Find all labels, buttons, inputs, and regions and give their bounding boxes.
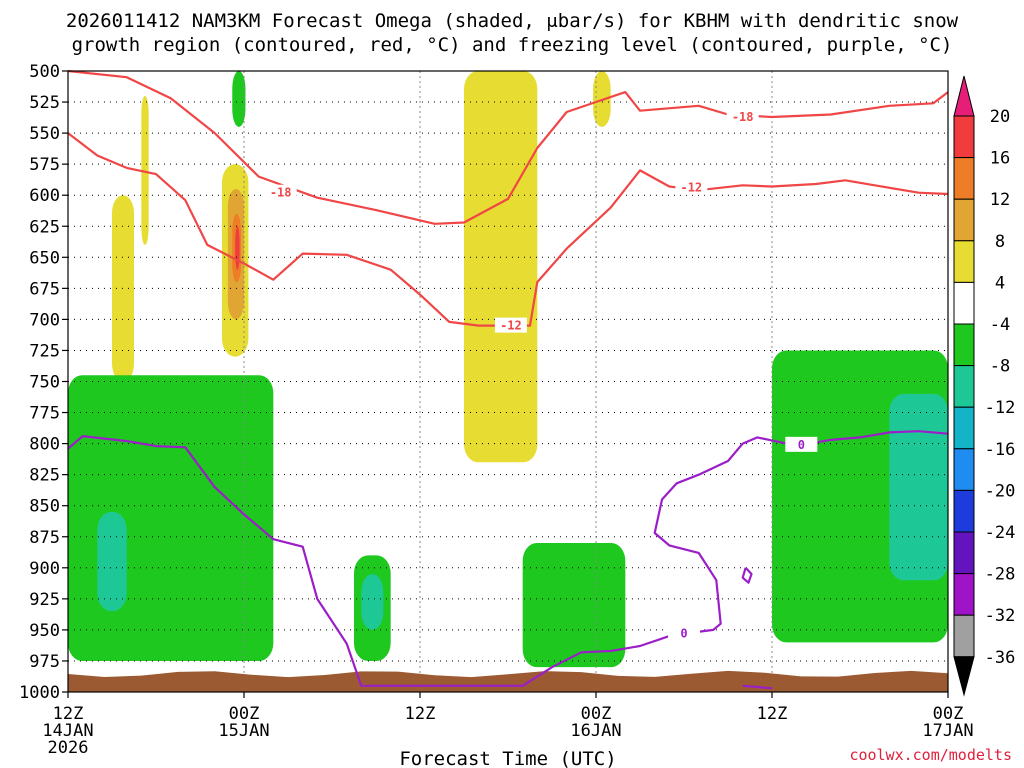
colorbar-label-10: -24 bbox=[985, 523, 1016, 543]
x-tick-label-24-1: 12Z bbox=[405, 704, 436, 724]
x-tick-label-60-1: 00Z bbox=[933, 704, 964, 724]
omega-region-3 bbox=[235, 226, 240, 270]
grid-lines bbox=[68, 71, 948, 692]
colorbar-label-1: 16 bbox=[990, 149, 1010, 169]
terrain bbox=[68, 670, 948, 692]
contour-label-0-1: -18 bbox=[732, 110, 754, 124]
y-tick-label-500: 500 bbox=[29, 62, 60, 82]
contour-label-2-0: 0 bbox=[798, 438, 805, 452]
y-tick-label-775: 775 bbox=[29, 404, 60, 424]
colorbar-bin-12 bbox=[953, 614, 975, 658]
contour-label-1-1: -12 bbox=[680, 181, 702, 195]
omega-region-8 bbox=[68, 375, 274, 661]
y-tick-label-650: 650 bbox=[29, 248, 60, 268]
colorbar-bin-11 bbox=[953, 573, 975, 616]
terrain-fill bbox=[68, 670, 948, 692]
colorbar-label-4: 4 bbox=[995, 273, 1005, 293]
x-tick-label-60-2: 17JAN bbox=[922, 721, 973, 741]
contour-label-bg-1-1 bbox=[675, 179, 708, 195]
omega-region-15 bbox=[232, 71, 246, 127]
chart-title-line-1: 2026011412 NAM3KM Forecast Omega (shaded… bbox=[66, 10, 959, 32]
omega-region-4 bbox=[464, 71, 538, 463]
colorbar-label-3: 8 bbox=[995, 232, 1005, 252]
x-tick-label-48-1: 12Z bbox=[757, 704, 788, 724]
omega-region-14 bbox=[889, 393, 948, 581]
colorbar-label-9: -20 bbox=[985, 481, 1016, 501]
contours: -18 -18 -12 -12 0 0 bbox=[67, 69, 949, 690]
colorbar-label-0: 20 bbox=[990, 107, 1010, 127]
colorbar-bin-1 bbox=[953, 157, 975, 200]
omega-shading bbox=[68, 71, 948, 668]
y-tick-label-900: 900 bbox=[29, 559, 60, 579]
x-tick-label-12-2: 15JAN bbox=[218, 721, 269, 741]
colorbar-bin-7 bbox=[953, 406, 975, 450]
colorbar-bin-4 bbox=[953, 281, 975, 325]
x-tick-label-0-1: 12Z bbox=[53, 704, 84, 724]
y-tick-label-750: 750 bbox=[29, 373, 60, 393]
colorbar-bin-3 bbox=[953, 240, 975, 283]
x-tick-label-36-1: 00Z bbox=[581, 704, 612, 724]
y-tick-label-800: 800 bbox=[29, 435, 60, 455]
y-tick-label-950: 950 bbox=[29, 621, 60, 641]
y-tick-label-1000: 1000 bbox=[19, 683, 60, 703]
y-tick-label-675: 675 bbox=[29, 279, 60, 299]
colorbar-label-12: -32 bbox=[985, 606, 1016, 626]
omega-region-12 bbox=[522, 542, 626, 668]
colorbar-bin-10 bbox=[953, 531, 975, 575]
y-tick-label-600: 600 bbox=[29, 186, 60, 206]
colorbar: 20 16 12 8 4 -4 -8 -12 -16 -20 -24 -28 -32 -36 bbox=[953, 75, 1016, 697]
colorbar-over-triangle bbox=[953, 75, 975, 117]
colorbar-label-5: -4 bbox=[990, 315, 1010, 335]
contour-label-bg-2-1 bbox=[668, 625, 700, 641]
x-tick-label-0-2: 14JAN bbox=[42, 721, 93, 741]
contour-label-bg-0-1 bbox=[726, 108, 759, 124]
contour-0 bbox=[67, 69, 949, 225]
y-tick-label-975: 975 bbox=[29, 652, 60, 672]
colorbar-label-13: -36 bbox=[985, 648, 1016, 668]
y-tick-label-825: 825 bbox=[29, 466, 60, 486]
colorbar-label-11: -28 bbox=[985, 565, 1016, 585]
colorbar-under-triangle bbox=[953, 656, 975, 697]
colorbar-label-2: 12 bbox=[990, 190, 1010, 210]
omega-region-11 bbox=[361, 574, 384, 630]
colorbar-bin-8 bbox=[953, 448, 975, 491]
y-tick-label-525: 525 bbox=[29, 93, 60, 113]
y-tick-label-725: 725 bbox=[29, 341, 60, 361]
contour-label-bg-2-0 bbox=[785, 436, 818, 452]
colorbar-bin-2 bbox=[953, 198, 975, 242]
credit-text: coolwx.com/modelts bbox=[849, 746, 1012, 764]
y-tick-label-875: 875 bbox=[29, 528, 60, 548]
x-tick-label-36-2: 16JAN bbox=[570, 721, 621, 741]
contour-label-0-0: -18 bbox=[270, 186, 292, 200]
colorbar-label-7: -12 bbox=[985, 398, 1016, 418]
contour-3 bbox=[741, 567, 753, 584]
y-tick-label-625: 625 bbox=[29, 217, 60, 237]
y-tick-label-925: 925 bbox=[29, 590, 60, 610]
y-tick-label-550: 550 bbox=[29, 124, 60, 144]
y-tick-label-575: 575 bbox=[29, 155, 60, 175]
x-tick-label-0-3: 2026 bbox=[48, 738, 89, 758]
colorbar-bin-5 bbox=[953, 323, 975, 367]
contour-label-bg-1-0 bbox=[494, 317, 527, 333]
contour-4 bbox=[742, 684, 773, 690]
colorbar-bin-6 bbox=[953, 365, 975, 408]
x-tick-label-12-1: 00Z bbox=[229, 704, 260, 724]
x-axis-label: Forecast Time (UTC) bbox=[399, 748, 616, 768]
y-tick-label-850: 850 bbox=[29, 497, 60, 517]
colorbar-label-6: -8 bbox=[990, 357, 1010, 377]
contour-label-1-0: -12 bbox=[500, 319, 522, 333]
chart-title-line-2: growth region (contoured, red, °C) and f… bbox=[72, 34, 953, 56]
contour-label-2-1: 0 bbox=[680, 627, 687, 641]
contour-label-bg-0-0 bbox=[264, 184, 297, 200]
y-axis: 500 525 550 575 600 625 650 675 700 725 750 775 800 8… bbox=[19, 62, 68, 703]
omega-region-9 bbox=[97, 511, 127, 612]
colorbar-bin-0 bbox=[953, 115, 975, 159]
colorbar-label-8: -16 bbox=[985, 440, 1016, 460]
y-tick-label-700: 700 bbox=[29, 310, 60, 330]
colorbar-bin-9 bbox=[953, 489, 975, 533]
